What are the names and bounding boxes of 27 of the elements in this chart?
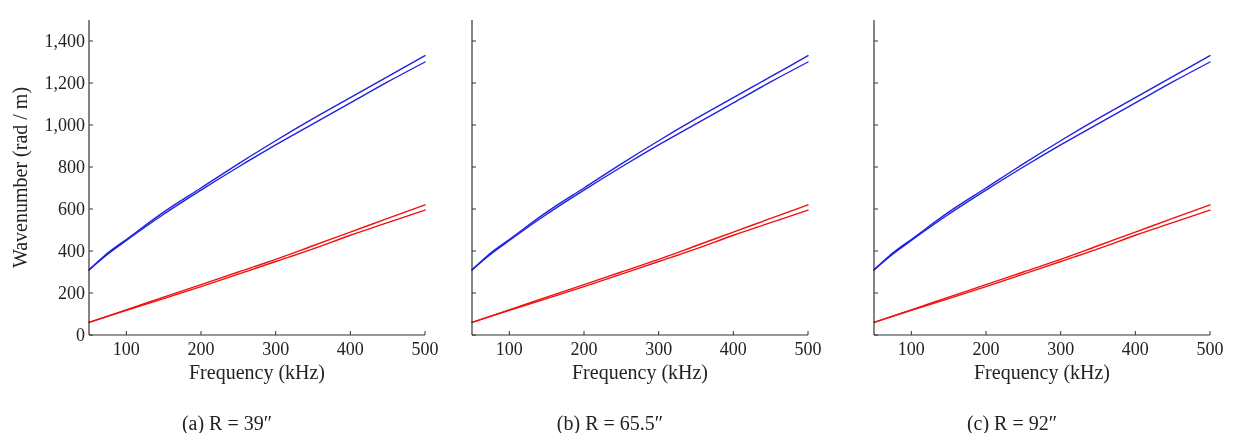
x-tick-label: 100	[495, 339, 523, 359]
x-tick-label: 400	[719, 339, 747, 359]
x-tick-label: 300	[1047, 339, 1075, 359]
x-axis-title: Frequency (kHz)	[571, 361, 709, 384]
x-tick-label: 300	[645, 339, 673, 359]
y-tick-label: 1,200	[44, 73, 85, 93]
y-tick-label: 0	[76, 325, 85, 345]
x-tick-label: 500	[1196, 339, 1224, 359]
x-tick-label: 200	[972, 339, 1000, 359]
y-tick-label: 1,400	[44, 31, 85, 51]
y-tick-label: 800	[58, 157, 85, 177]
y-axis-title: Wavenumber (rad / m)	[9, 86, 32, 269]
x-tick-label: 500	[411, 339, 439, 359]
x-tick-label: 300	[262, 339, 290, 359]
x-tick-label: 200	[570, 339, 598, 359]
x-tick-label: 400	[336, 339, 364, 359]
x-tick-label: 100	[112, 339, 140, 359]
x-tick-label: 400	[1121, 339, 1149, 359]
x-axis-title: Frequency (kHz)	[973, 361, 1111, 384]
x-axis-title: Frequency (kHz)	[188, 361, 326, 384]
x-tick-label: 500	[794, 339, 822, 359]
y-tick-label: 400	[58, 241, 85, 261]
x-tick-label: 200	[187, 339, 215, 359]
y-tick-label: 1,000	[44, 115, 85, 135]
y-tick-label: 200	[58, 283, 85, 303]
x-tick-label: 100	[897, 339, 925, 359]
y-tick-label: 600	[58, 199, 85, 219]
